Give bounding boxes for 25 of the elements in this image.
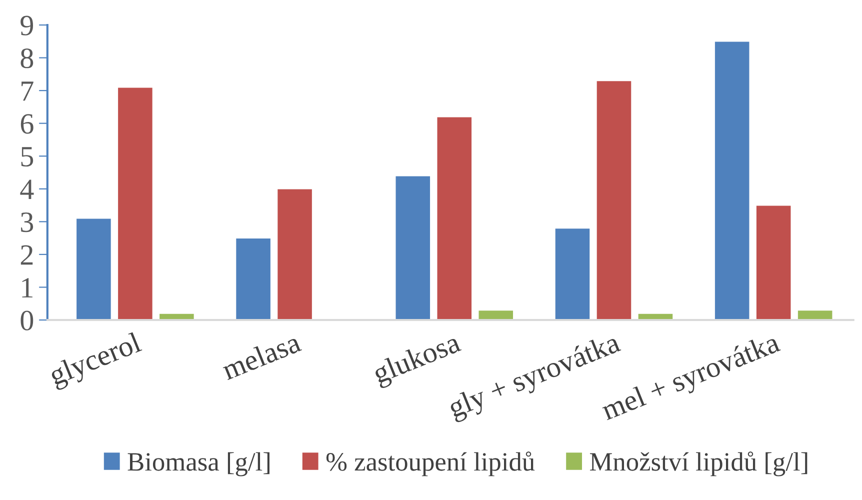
x-tick-label: glukosa xyxy=(371,331,464,390)
legend-label: % zastoupení lipidů xyxy=(326,451,535,476)
y-tick-label: 3 xyxy=(21,212,34,232)
bar xyxy=(276,188,313,320)
bar xyxy=(554,228,590,320)
y-tick-label: 0 xyxy=(20,310,34,330)
bar xyxy=(76,218,112,320)
bar xyxy=(235,238,272,320)
bar xyxy=(756,204,792,320)
legend-label: Množství lipidů [g/l] xyxy=(590,451,808,476)
y-tick-label: 5 xyxy=(21,147,34,167)
y-tick-label: 1 xyxy=(22,278,32,298)
bar xyxy=(117,86,154,320)
y-tick-label: 6 xyxy=(20,114,34,134)
bar xyxy=(714,40,750,320)
y-tick-label: 2 xyxy=(20,245,33,265)
legend-label: Biomasa [g/l] xyxy=(128,452,270,476)
x-tick-label: melasa xyxy=(220,331,302,380)
y-tick-label: 7 xyxy=(22,82,34,101)
bar xyxy=(394,175,431,320)
bar xyxy=(596,80,632,320)
bar xyxy=(436,116,472,320)
y-tick-label: 8 xyxy=(20,48,34,68)
y-tick-label: 4 xyxy=(20,180,34,200)
y-tick-label: 9 xyxy=(20,16,34,36)
